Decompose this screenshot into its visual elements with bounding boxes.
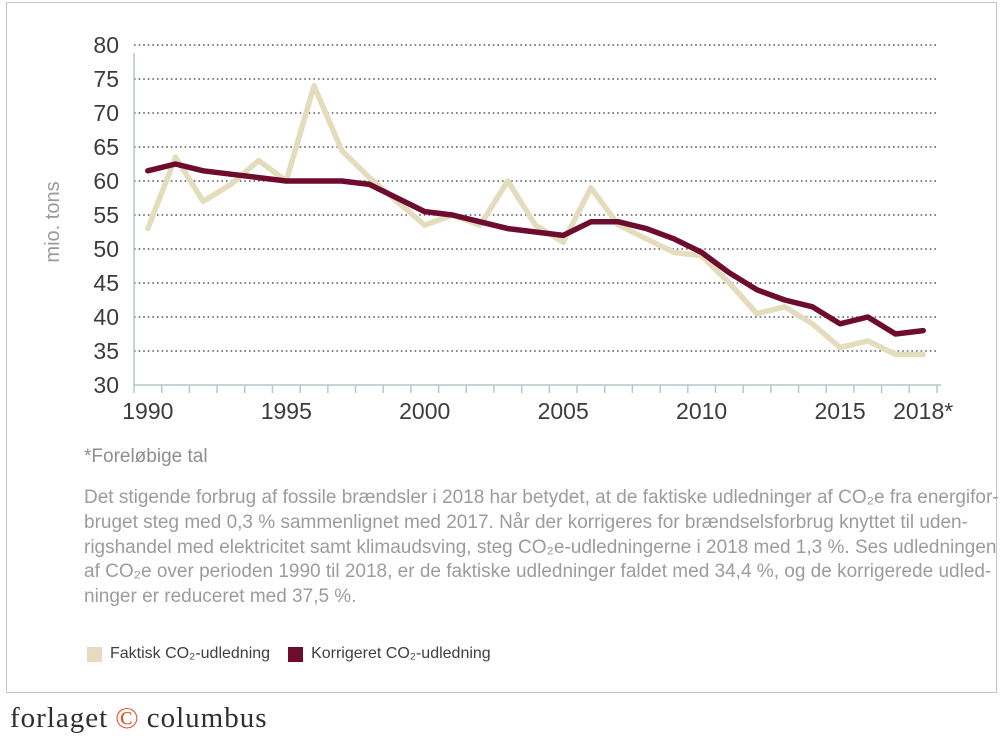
series-line-faktisk: [145, 83, 926, 358]
paragraph-line: af CO₂e over perioden 1990 til 2018, er …: [84, 561, 992, 583]
chart-card: 80 75 70 65 60 55 50 45 40 35 30 1990 1995 2000 2005 20…: [6, 2, 999, 693]
x-tick-label: 2000: [399, 398, 450, 424]
legend-swatch-korrigeret: [288, 646, 304, 662]
y-tick-label: 30: [93, 372, 119, 398]
y-tick-label: 80: [93, 32, 119, 58]
y-axis-title: mio. tons: [42, 181, 64, 262]
x-tick-label: 2018*: [893, 398, 953, 424]
chart-footnote: *Foreløbige tal: [84, 446, 208, 467]
x-tick-label: 1995: [261, 398, 312, 424]
y-tick-label: 50: [93, 236, 119, 262]
y-tick-label: 65: [93, 134, 119, 160]
paragraph-line: Det stigende forbrug af fossile brændsle…: [84, 487, 999, 508]
logo-text-suffix: columbus: [146, 702, 268, 734]
series-line-korrigeret: [145, 161, 926, 337]
chart-legend: Faktisk CO₂-udledning Korrigeret CO₂-udl…: [87, 645, 509, 663]
logo-text-prefix: forlaget: [10, 702, 109, 734]
legend-item-korrigeret: Korrigeret CO₂-udledning: [288, 645, 491, 663]
y-tick-label: 70: [93, 100, 119, 126]
x-tick-label: 2010: [676, 398, 727, 424]
publisher-logo: forlaget © columbus: [10, 702, 268, 735]
paragraph-line: bruget steg med 0,3 % sammenlignet med 2…: [84, 511, 968, 533]
legend-label-faktisk: Faktisk CO₂-udledning: [110, 645, 271, 662]
y-tick-label: 40: [93, 304, 119, 330]
legend-swatch-faktisk: [87, 646, 102, 662]
x-tick-label: 2005: [538, 398, 589, 424]
paragraph-line: ninger er reduceret med 37,5 %.: [84, 586, 357, 608]
x-tick-label: 1990: [122, 398, 173, 424]
copyright-icon: ©: [115, 700, 140, 735]
legend-label-korrigeret: Korrigeret CO₂-udledning: [311, 645, 491, 662]
chart-description: Det stigende forbrug af fossile brændsle…: [84, 486, 999, 610]
y-tick-label: 75: [93, 66, 119, 92]
x-tick-label: 2015: [815, 398, 866, 424]
legend-item-faktisk: Faktisk CO₂-udledning: [87, 645, 270, 663]
y-tick-label: 35: [93, 338, 119, 364]
y-tick-label: 45: [93, 270, 119, 296]
y-tick-label: 60: [93, 168, 119, 194]
paragraph-line: rigshandel med elektricitet samt klimaud…: [84, 536, 997, 558]
y-tick-label: 55: [93, 202, 119, 228]
